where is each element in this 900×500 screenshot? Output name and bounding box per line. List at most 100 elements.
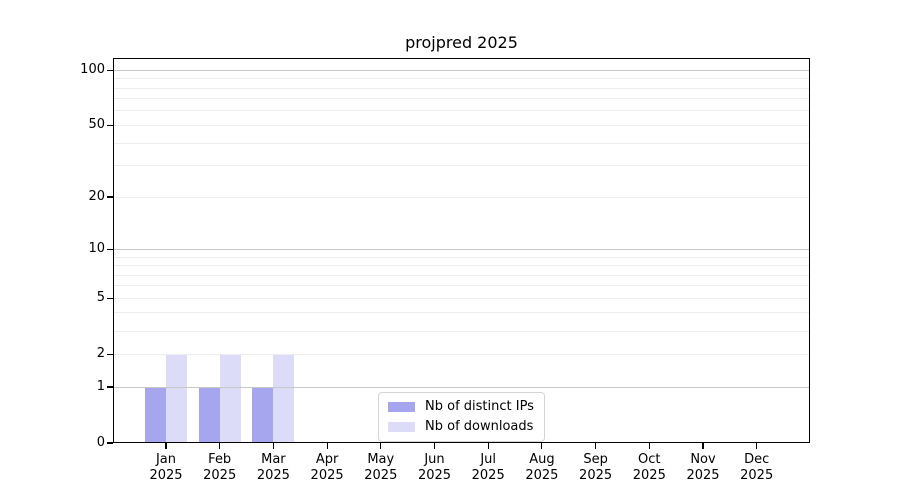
x-tick-mark [595, 443, 597, 449]
x-tick-label-month: Jun [424, 452, 445, 467]
legend-item-downloads: Nb of downloads [388, 417, 534, 437]
x-tick-mark [219, 443, 221, 449]
x-tick-label-year: 2025 [203, 468, 237, 483]
y-major-gridline [113, 69, 810, 71]
y-minor-gridline [113, 353, 810, 355]
x-tick-label-month: Oct [638, 452, 661, 467]
y-tick-label: 1 [96, 379, 105, 394]
y-tick-mark [107, 196, 113, 198]
x-tick-label: Nov 2025 [671, 452, 735, 484]
y-minor-gridline [113, 274, 810, 276]
x-tick-label-month: Nov [690, 452, 716, 467]
y-tick-label: 10 [88, 241, 105, 257]
x-tick-label-year: 2025 [310, 468, 344, 483]
x-tick-mark [380, 443, 382, 449]
y-minor-gridline [113, 265, 810, 266]
bar-distinct-ips-jan [145, 387, 166, 443]
x-tick-label-year: 2025 [417, 468, 452, 483]
x-tick-label: Sep 2025 [564, 452, 628, 484]
y-minor-gridline [113, 256, 810, 258]
legend-swatch-downloads [388, 422, 415, 432]
x-tick-label-month: Feb [208, 452, 232, 467]
x-tick-label-month: Apr [315, 452, 339, 467]
x-tick-label-year: 2025 [686, 468, 720, 483]
y-tick-mark [107, 353, 113, 355]
y-minor-gridline [113, 124, 810, 126]
chart-title: projpred 2025 [405, 33, 518, 52]
y-minor-gridline [113, 110, 810, 112]
x-tick-label-month: Jan [155, 452, 177, 467]
bar-distinct-ips-mar [252, 387, 274, 443]
x-tick-label-year: 2025 [740, 468, 774, 483]
x-tick-label-month: Dec [744, 452, 770, 467]
bar-distinct-ips-feb [198, 387, 220, 443]
x-tick-label: Jan 2025 [134, 452, 198, 484]
y-minor-gridline [113, 196, 810, 198]
x-tick-label: Apr 2025 [295, 452, 359, 484]
x-tick-mark [165, 443, 167, 449]
legend-label-distinct-ips: Nb of distinct IPs [425, 399, 534, 414]
x-tick-label-year: 2025 [471, 468, 505, 483]
plot-border [113, 58, 810, 443]
x-tick-label-year: 2025 [364, 468, 398, 483]
x-tick-mark [433, 443, 436, 449]
y-minor-gridline [113, 98, 810, 100]
x-tick-label-year: 2025 [149, 468, 183, 483]
x-tick-mark [272, 443, 274, 449]
y-minor-gridline [113, 312, 810, 314]
x-tick-label-month: Mar [261, 452, 286, 467]
x-tick-label-month: Sep [583, 452, 608, 467]
y-minor-gridline [113, 285, 810, 287]
x-tick-mark [702, 443, 704, 449]
x-tick-label: Jun 2025 [403, 452, 467, 484]
x-tick-label-month: May [367, 452, 395, 467]
bar-downloads-feb [219, 354, 241, 443]
x-tick-mark [756, 443, 758, 449]
y-tick-label: 2 [96, 346, 105, 362]
bar-downloads-jan [166, 354, 187, 443]
y-tick-mark [107, 442, 113, 444]
legend-label-downloads: Nb of downloads [425, 419, 534, 434]
x-tick-label: Feb 2025 [188, 452, 252, 484]
y-minor-gridline [113, 297, 810, 299]
y-minor-gridline [113, 330, 810, 332]
x-tick-mark [326, 443, 328, 449]
x-tick-label-month: Jul [480, 452, 497, 467]
y-tick-label: 5 [96, 290, 105, 306]
legend: Nb of distinct IPs Nb of downloads [378, 392, 545, 442]
y-minor-gridline [113, 78, 810, 80]
x-tick-mark [648, 443, 650, 449]
y-tick-label: 50 [88, 117, 105, 133]
x-tick-mark [487, 443, 489, 449]
x-tick-label-year: 2025 [632, 468, 666, 483]
y-minor-gridline [113, 165, 810, 167]
y-tick-mark [107, 69, 113, 71]
x-tick-label-month: Aug [529, 452, 555, 467]
legend-swatch-distinct-ips [388, 402, 415, 412]
x-tick-label-year: 2025 [256, 468, 290, 483]
y-tick-label: 100 [80, 62, 105, 78]
y-major-gridline [113, 248, 810, 250]
x-tick-label: Jul 2025 [456, 452, 520, 484]
y-tick-mark [107, 297, 113, 299]
y-minor-gridline [113, 142, 810, 144]
x-tick-label: Aug 2025 [510, 452, 574, 484]
x-tick-label: May 2025 [349, 452, 413, 484]
y-minor-gridline [113, 87, 810, 89]
x-tick-label-year: 2025 [579, 468, 613, 483]
x-tick-label: Mar 2025 [241, 452, 305, 484]
bar-downloads-mar [273, 354, 295, 443]
y-tick-label: 20 [88, 189, 105, 205]
x-tick-label-year: 2025 [525, 468, 559, 483]
legend-item-distinct-ips: Nb of distinct IPs [388, 397, 534, 417]
x-tick-label: Dec 2025 [725, 452, 789, 484]
y-tick-label: 0 [96, 435, 105, 450]
x-tick-mark [541, 443, 543, 449]
y-major-gridline [113, 386, 810, 388]
y-tick-mark [107, 386, 113, 388]
y-tick-mark [107, 124, 113, 126]
y-tick-mark [107, 248, 113, 250]
